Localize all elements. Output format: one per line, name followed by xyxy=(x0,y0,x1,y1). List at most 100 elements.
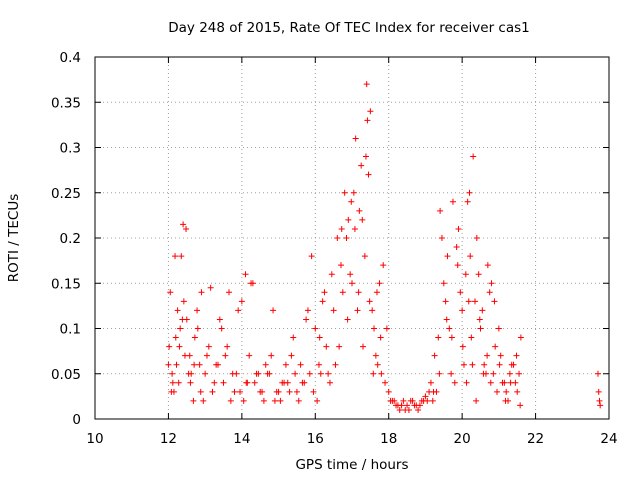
data-point xyxy=(484,352,491,359)
data-point xyxy=(191,334,198,341)
data-point xyxy=(429,397,436,404)
data-point xyxy=(224,343,231,350)
data-point xyxy=(457,289,464,296)
data-point xyxy=(369,307,376,314)
data-point xyxy=(430,388,437,395)
data-point xyxy=(168,388,175,395)
data-point xyxy=(438,235,445,241)
data-point xyxy=(345,216,352,223)
data-point xyxy=(383,325,390,332)
data-point xyxy=(295,397,302,404)
data-point xyxy=(316,334,323,341)
data-point xyxy=(427,379,434,386)
data-point xyxy=(507,379,514,386)
data-point xyxy=(233,370,240,377)
data-point xyxy=(481,361,488,368)
data-point xyxy=(422,393,429,400)
chart-title: Day 248 of 2015, Rate Of TEC Index for r… xyxy=(168,20,529,36)
data-point xyxy=(288,352,295,359)
x-tick-label: 10 xyxy=(86,431,103,447)
x-tick-label: 18 xyxy=(380,431,397,447)
data-point xyxy=(365,171,372,178)
data-point xyxy=(169,370,176,377)
data-point xyxy=(286,388,293,395)
data-point xyxy=(370,370,377,377)
data-point xyxy=(341,189,348,196)
data-point xyxy=(350,189,357,196)
x-tick-label: 22 xyxy=(527,431,544,447)
data-point xyxy=(211,379,218,386)
data-point xyxy=(356,207,363,214)
data-point xyxy=(183,225,190,232)
data-point xyxy=(462,271,469,278)
data-point xyxy=(207,284,214,291)
data-point xyxy=(359,216,366,223)
data-point xyxy=(469,361,476,368)
data-point xyxy=(262,361,269,368)
data-point xyxy=(597,402,604,409)
data-point xyxy=(260,397,267,404)
data-point xyxy=(248,280,255,287)
x-axis-label: GPS time / hours xyxy=(295,457,408,473)
data-point xyxy=(484,262,491,269)
data-point xyxy=(178,253,185,260)
data-point xyxy=(310,388,317,395)
data-point xyxy=(352,135,359,142)
data-point xyxy=(448,334,455,341)
data-point xyxy=(496,361,503,368)
data-point xyxy=(303,316,310,323)
data-point xyxy=(594,370,601,377)
data-point xyxy=(319,298,326,305)
data-point xyxy=(354,307,361,314)
data-point xyxy=(347,271,354,278)
data-point xyxy=(266,370,273,377)
y-tick-label: 0.2 xyxy=(60,231,81,247)
data-point xyxy=(174,307,181,314)
data-point xyxy=(175,379,182,386)
data-point xyxy=(465,298,472,305)
data-point xyxy=(198,289,205,296)
data-point xyxy=(314,397,321,404)
data-point xyxy=(437,207,444,214)
data-point xyxy=(355,289,362,296)
data-point xyxy=(513,352,520,359)
data-point xyxy=(463,379,470,386)
data-point xyxy=(338,225,345,232)
data-point xyxy=(501,379,508,386)
data-point xyxy=(242,271,249,278)
data-point xyxy=(336,343,343,350)
data-point xyxy=(494,388,501,395)
data-point xyxy=(470,153,477,160)
data-point xyxy=(467,253,474,260)
y-tick-label: 0.1 xyxy=(60,322,81,338)
data-point xyxy=(243,379,250,386)
data-point xyxy=(473,235,480,241)
data-point xyxy=(402,406,409,413)
data-point xyxy=(240,397,247,404)
data-point xyxy=(488,280,495,287)
data-point xyxy=(334,235,341,241)
y-tick-label: 0.35 xyxy=(51,95,81,111)
data-point xyxy=(326,379,333,386)
data-point xyxy=(202,370,209,377)
data-point xyxy=(165,361,172,368)
data-point xyxy=(290,334,297,341)
axis-ticks xyxy=(94,56,610,420)
data-point xyxy=(187,379,194,386)
data-point xyxy=(364,117,371,124)
data-point xyxy=(431,352,438,359)
data-point xyxy=(282,361,289,368)
data-point xyxy=(191,361,198,368)
data-point xyxy=(216,316,223,323)
data-point xyxy=(343,235,350,241)
data-point xyxy=(459,343,466,350)
data-point xyxy=(454,262,461,269)
data-point xyxy=(166,343,173,350)
data-point xyxy=(235,307,242,314)
data-point xyxy=(506,370,513,377)
data-point xyxy=(492,343,499,350)
data-point xyxy=(475,271,482,278)
data-point xyxy=(227,397,234,404)
data-point xyxy=(205,343,212,350)
data-point xyxy=(362,153,369,160)
